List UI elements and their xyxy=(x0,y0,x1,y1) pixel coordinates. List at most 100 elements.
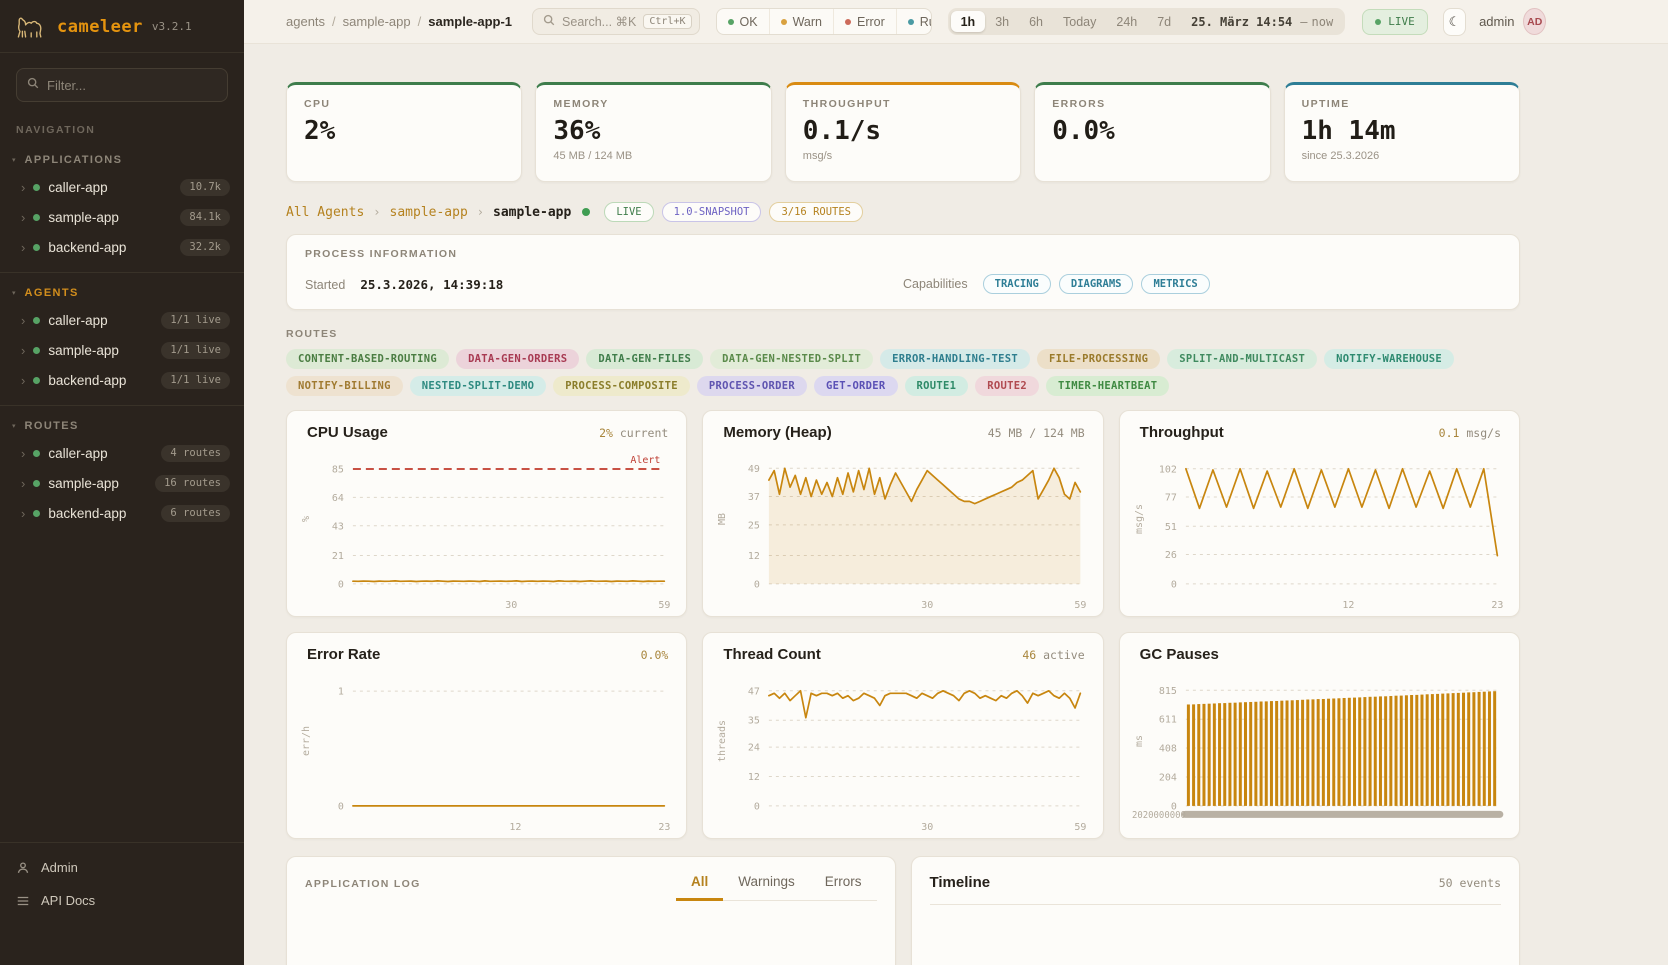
agent-app-link[interactable]: sample-app xyxy=(389,204,468,220)
svg-text:30: 30 xyxy=(505,600,517,611)
filter-input[interactable] xyxy=(47,77,217,93)
status-filter-warn[interactable]: Warn xyxy=(768,9,833,34)
kpi-value: 1h 14m xyxy=(1301,116,1396,146)
route-tag-notify-billing[interactable]: NOTIFY-BILLING xyxy=(286,376,403,396)
sidebar-item-agents-backend-app[interactable]: › backend-app 1/1 live xyxy=(0,365,244,395)
route-tag-file-processing[interactable]: FILE-PROCESSING xyxy=(1036,349,1161,369)
status-filter-error[interactable]: Error xyxy=(832,9,896,34)
route-tag-data-gen-files[interactable]: DATA-GEN-FILES xyxy=(586,349,704,369)
count-badge: 1/1 live xyxy=(161,371,230,389)
user-name: admin xyxy=(1479,14,1515,29)
route-tag-route2[interactable]: ROUTE2 xyxy=(975,376,1040,396)
filter-field[interactable] xyxy=(16,68,228,102)
svg-text:30: 30 xyxy=(922,822,934,833)
current-agent: sample-app xyxy=(493,204,572,220)
count-badge: 4 routes xyxy=(161,444,230,462)
route-tag-split-and-multicast[interactable]: SPLIT-AND-MULTICAST xyxy=(1167,349,1318,369)
kpi-subtext: since 25.3.2026 xyxy=(1301,150,1380,162)
breadcrumb-agents[interactable]: agents xyxy=(286,14,326,29)
nav-section-applications: ▾ APPLICATIONS › caller-app 10.7k › sample-app… xyxy=(0,140,244,272)
nav-section-header-routes[interactable]: ▾ ROUTES xyxy=(0,410,244,438)
kpi-row: CPU 2% MEMORY 36% 45 MB / 124 MB THROUGHPUT 0.… xyxy=(286,82,1520,182)
svg-text:0: 0 xyxy=(338,801,344,812)
all-agents-link[interactable]: All Agents xyxy=(286,204,365,220)
chart-value: 0.1 xyxy=(1438,426,1460,440)
route-tag-data-gen-nested-split[interactable]: DATA-GEN-NESTED-SPLIT xyxy=(710,349,874,369)
count-badge: 84.1k xyxy=(180,208,230,226)
time-range-3h[interactable]: 3h xyxy=(995,14,1010,29)
time-range-1h[interactable]: 1h xyxy=(950,11,986,32)
breadcrumb-sample-app[interactable]: sample-app xyxy=(342,14,411,29)
log-tab-warnings[interactable]: Warnings xyxy=(738,874,795,889)
chart-value: 45 MB / 124 MB xyxy=(987,426,1085,440)
svg-text:408: 408 xyxy=(1159,743,1177,754)
log-tab-all[interactable]: All xyxy=(675,874,724,901)
nav-section-header-agents[interactable]: ▾ AGENTS xyxy=(0,277,244,305)
caret-down-icon: ▾ xyxy=(12,290,16,297)
status-filter-ok[interactable]: OK xyxy=(717,9,769,34)
route-tag-process-order[interactable]: PROCESS-ORDER xyxy=(696,376,807,396)
breadcrumb-separator: / xyxy=(417,14,422,29)
live-badge[interactable]: LIVE xyxy=(1362,8,1428,35)
time-range-7d[interactable]: 7d xyxy=(1157,14,1172,29)
time-range-24h[interactable]: 24h xyxy=(1116,14,1138,29)
sidebar-item-routes-sample-app[interactable]: › sample-app 16 routes xyxy=(0,468,244,498)
kpi-card-throughput: THROUGHPUT 0.1/s msg/s xyxy=(784,82,1022,182)
item-label: caller-app xyxy=(48,445,108,461)
footer-item-admin[interactable]: Admin xyxy=(0,851,244,884)
route-tag-content-based-routing[interactable]: CONTENT-BASED-ROUTING xyxy=(286,349,450,369)
sidebar-item-agents-sample-app[interactable]: › sample-app 1/1 live xyxy=(0,335,244,365)
route-tag-route1[interactable]: ROUTE1 xyxy=(904,376,969,396)
search-icon xyxy=(27,76,39,94)
agent-badge-live: LIVE xyxy=(604,202,654,222)
dark-mode-toggle[interactable]: ☾ xyxy=(1442,7,1467,36)
footer-item-api-docs[interactable]: API Docs xyxy=(0,884,244,917)
route-tag-notify-warehouse[interactable]: NOTIFY-WAREHOUSE xyxy=(1324,349,1455,369)
process-information-title: PROCESS INFORMATION xyxy=(305,248,458,260)
time-range-6h[interactable]: 6h xyxy=(1029,14,1044,29)
sidebar-item-routes-caller-app[interactable]: › caller-app 4 routes xyxy=(0,438,244,468)
route-tag-data-gen-orders[interactable]: DATA-GEN-ORDERS xyxy=(456,349,580,369)
route-tag-process-composite[interactable]: PROCESS-COMPOSITE xyxy=(553,376,690,396)
kpi-value: 2% xyxy=(304,116,336,146)
timeline-panel: Timeline 50 events xyxy=(910,856,1520,965)
time-range-today[interactable]: Today xyxy=(1063,14,1097,29)
nav-section-header-applications[interactable]: ▾ APPLICATIONS xyxy=(0,144,244,172)
svg-text:2020000000: 2020000000 xyxy=(1132,810,1186,821)
chart-header: Error Rate 0.0% xyxy=(295,646,674,663)
top-bar: agents / sample-app / sample-app-1 Searc… xyxy=(244,0,1668,44)
timeline-title: Timeline xyxy=(929,874,991,891)
moon-icon: ☾ xyxy=(1448,13,1461,29)
route-tag-timer-heartbeat[interactable]: TIMER-HEARTBEAT xyxy=(1046,376,1170,396)
status-dot xyxy=(33,346,41,354)
agent-badge-3-16-routes: 3/16 ROUTES xyxy=(769,202,864,222)
chart-value-suffix: active xyxy=(1036,648,1085,662)
kpi-label: UPTIME xyxy=(1301,98,1350,110)
status-dot xyxy=(727,18,734,25)
started-field: Started 25.3.2026, 14:39:18 xyxy=(305,277,903,292)
app-logo[interactable]: cameleer v3.2.1 xyxy=(0,0,244,53)
sidebar-item-agents-caller-app[interactable]: › caller-app 1/1 live xyxy=(0,305,244,335)
route-tag-get-order[interactable]: GET-ORDER xyxy=(813,376,898,396)
kpi-value: 0.0% xyxy=(1052,116,1115,146)
status-filter-running[interactable]: Running xyxy=(895,9,931,34)
chevron-right-icon: › xyxy=(21,372,26,388)
application-log-header: APPLICATION LOG All Warnings Errors xyxy=(305,874,877,901)
sidebar-item-applications-caller-app[interactable]: › caller-app 10.7k xyxy=(0,172,244,202)
status-filter-group: OK Warn Error Running xyxy=(715,8,932,35)
svg-text:0: 0 xyxy=(754,801,760,812)
sidebar-item-applications-sample-app[interactable]: › sample-app 84.1k xyxy=(0,202,244,232)
chevron-right-icon: › xyxy=(21,239,26,255)
svg-text:204: 204 xyxy=(1159,772,1177,783)
global-search[interactable]: Search... ⌘K Ctrl+K xyxy=(532,8,700,35)
route-tag-nested-split-demo[interactable]: NESTED-SPLIT-DEMO xyxy=(409,376,547,396)
svg-text:12: 12 xyxy=(509,822,521,833)
avatar[interactable]: AD xyxy=(1523,8,1546,35)
chart-title: Thread Count xyxy=(723,646,821,663)
sidebar-item-routes-backend-app[interactable]: › backend-app 6 routes xyxy=(0,498,244,528)
log-tab-errors[interactable]: Errors xyxy=(824,874,862,889)
svg-text:23: 23 xyxy=(658,822,670,833)
dashboard-content: CPU 2% MEMORY 36% 45 MB / 124 MB THROUGHPUT 0.… xyxy=(244,44,1668,965)
sidebar-item-applications-backend-app[interactable]: › backend-app 32.2k xyxy=(0,232,244,262)
route-tag-error-handling-test[interactable]: ERROR-HANDLING-TEST xyxy=(880,349,1030,369)
